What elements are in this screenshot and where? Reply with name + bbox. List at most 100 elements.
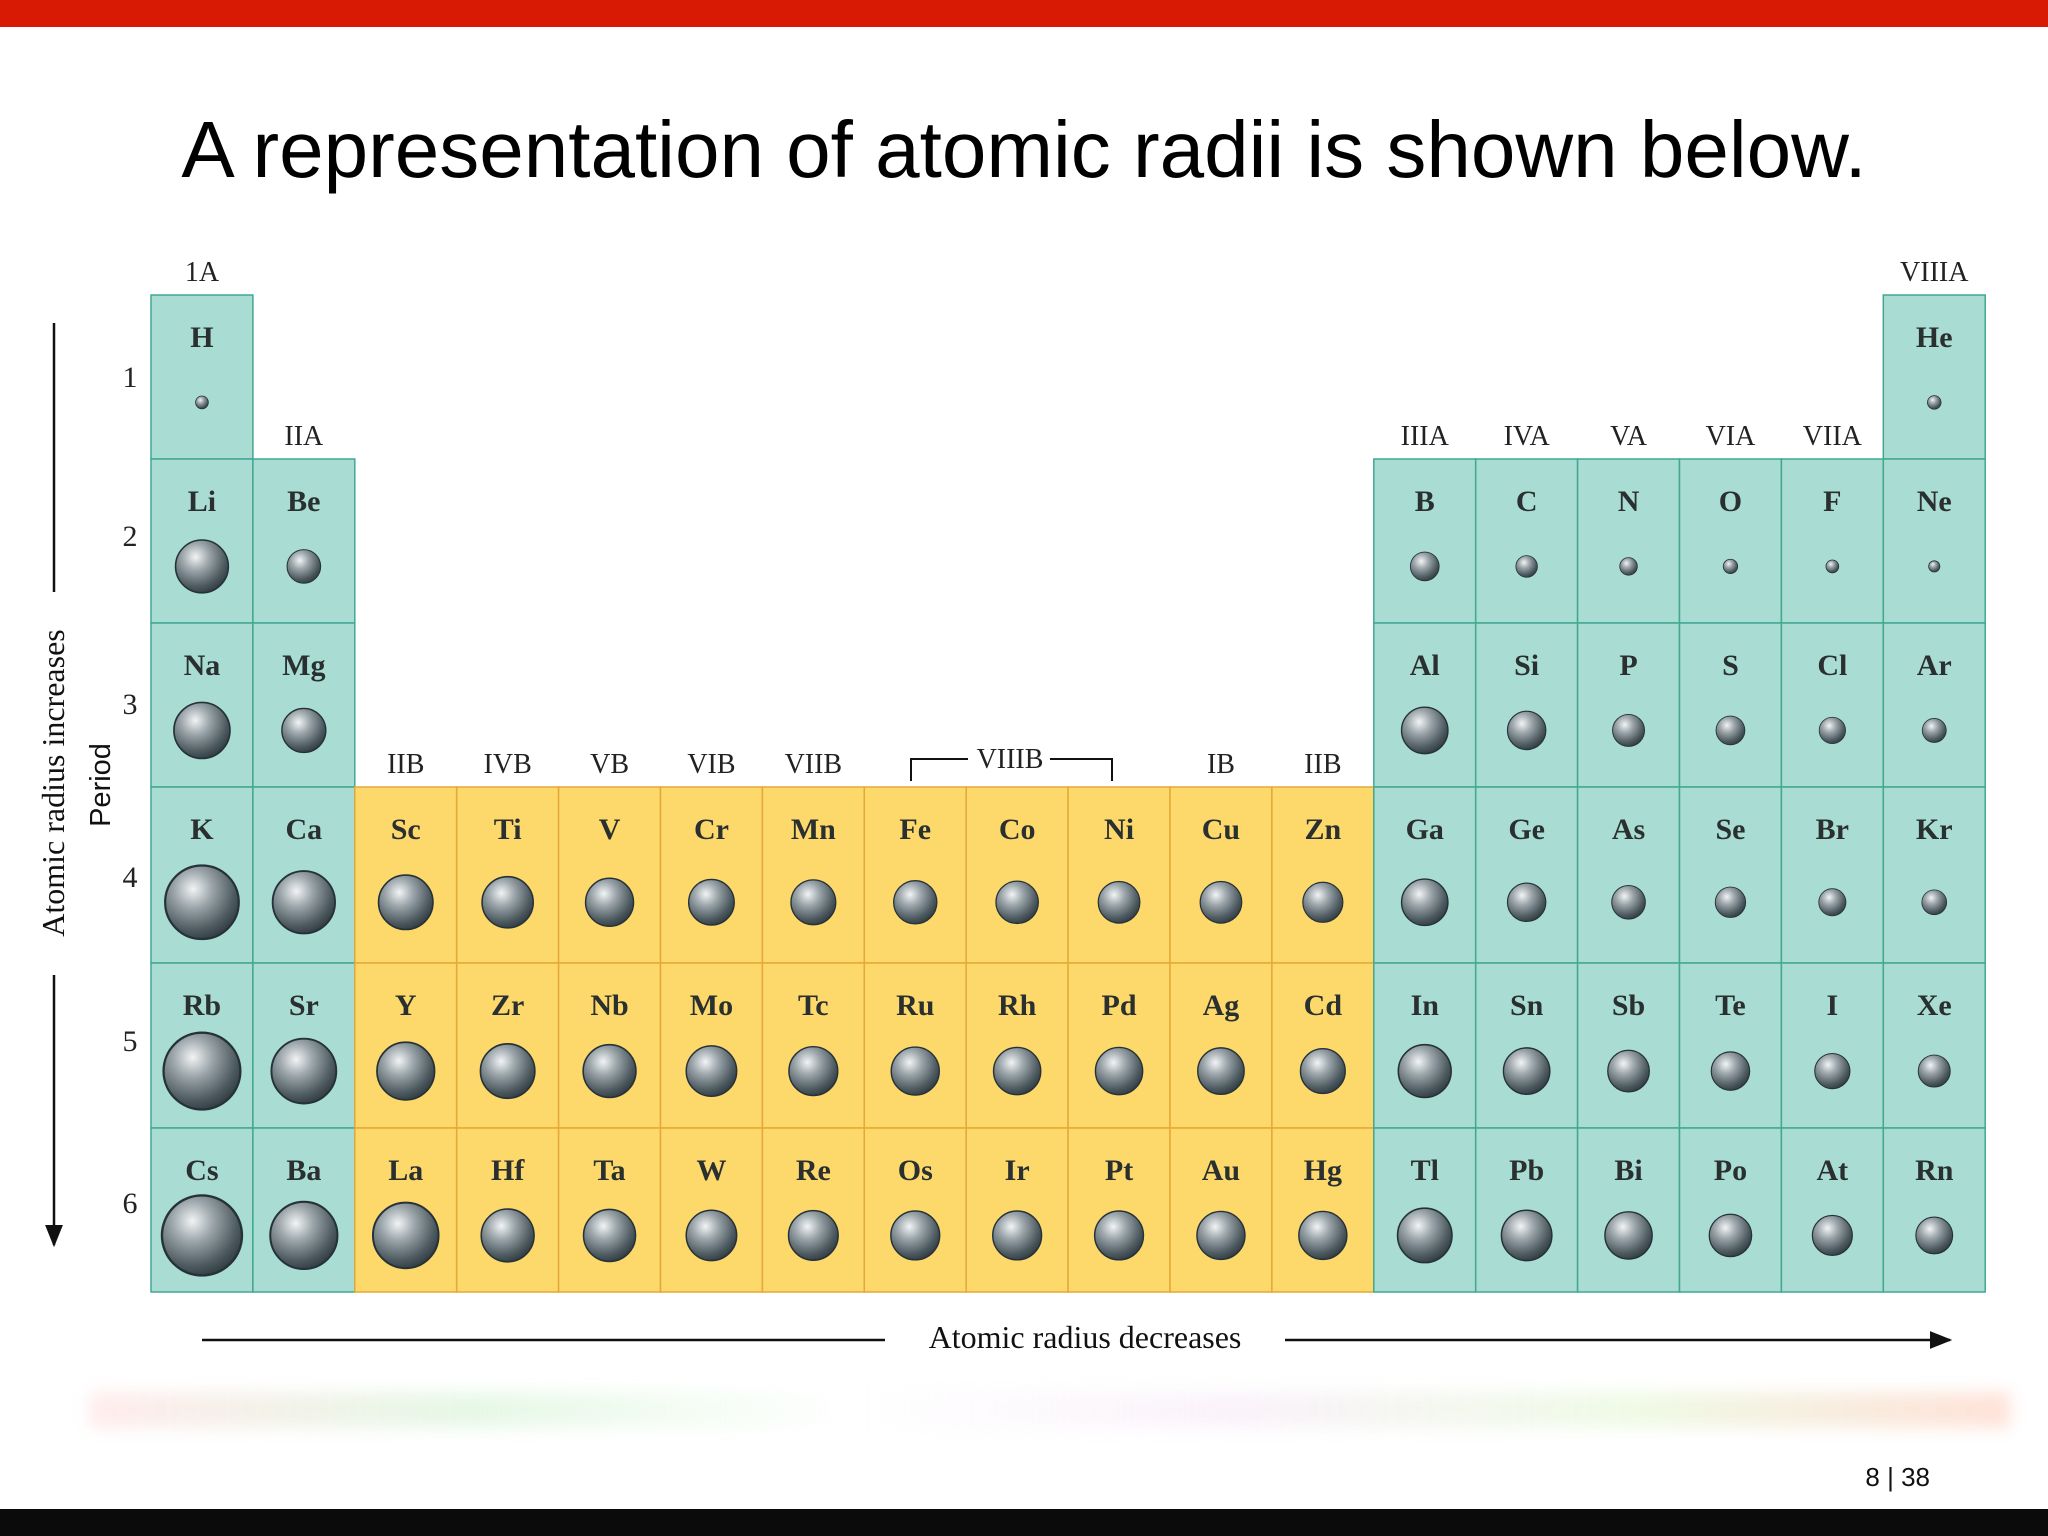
element-cell-Pt: Pt: [1067, 1127, 1171, 1293]
element-cell-Bi: Bi: [1576, 1127, 1681, 1293]
element-symbol: V: [599, 813, 621, 846]
element-symbol: S: [1722, 649, 1739, 682]
group-label: 1A: [185, 257, 220, 288]
atom-sphere: [1818, 716, 1846, 745]
element-symbol: Xe: [1917, 989, 1952, 1022]
element-cell-Sc: Sc: [354, 786, 458, 964]
element-cell-Ni: Ni: [1067, 786, 1171, 964]
atom-sphere: [992, 1210, 1043, 1261]
atom-sphere: [286, 549, 322, 584]
page-total: 38: [1901, 1462, 1930, 1492]
element-cell-Kr: Kr: [1882, 786, 1986, 964]
element-cell-background: [1882, 1127, 1986, 1293]
element-cell-Nb: Nb: [557, 962, 662, 1129]
element-cell-Os: Os: [863, 1127, 967, 1293]
element-cell-background: [1169, 1127, 1273, 1293]
element-cell-Sb: Sb: [1576, 962, 1681, 1129]
element-symbol: Sb: [1612, 989, 1645, 1022]
element-symbol: Tl: [1411, 1154, 1439, 1187]
element-symbol: Cd: [1304, 989, 1343, 1022]
element-symbol: W: [696, 1154, 726, 1187]
atom-sphere: [1197, 1047, 1245, 1095]
atom-sphere: [1915, 1216, 1954, 1255]
element-cell-Rb: Rb: [150, 962, 254, 1129]
element-cell-O: O: [1678, 458, 1783, 624]
atom-sphere: [1917, 1054, 1951, 1088]
element-cell-background: [1780, 622, 1885, 788]
element-symbol: Os: [898, 1154, 933, 1187]
element-symbol: Cr: [694, 813, 729, 846]
element-cell-He: He: [1882, 294, 1986, 460]
element-cell-background: [1780, 1127, 1885, 1293]
group-label: IVB: [484, 749, 532, 780]
decorative-smudge: [90, 1392, 2010, 1428]
atom-sphere: [890, 1046, 940, 1096]
element-cell-background: [1780, 962, 1885, 1129]
atom-sphere: [162, 1031, 242, 1111]
group-label: VIIB: [785, 749, 843, 780]
element-cell-background: [1474, 962, 1579, 1129]
atom-sphere: [1400, 706, 1449, 755]
element-cell-background: [1780, 458, 1885, 624]
element-cell-Sn: Sn: [1474, 962, 1579, 1129]
element-cell-background: [1576, 1127, 1681, 1293]
element-symbol: Bi: [1614, 1154, 1642, 1187]
element-symbol: Re: [796, 1154, 831, 1187]
element-cell-background: [1169, 962, 1273, 1129]
element-cell-I: I: [1780, 962, 1885, 1129]
element-cell-In: In: [1373, 962, 1477, 1129]
atom-sphere: [582, 1208, 637, 1263]
element-symbol: C: [1516, 485, 1538, 518]
group-label: IIIA: [1401, 421, 1450, 452]
element-symbol: Ga: [1406, 813, 1444, 846]
element-cell-background: [1474, 622, 1579, 788]
element-symbol: Kr: [1916, 813, 1953, 846]
element-cell-background: [455, 786, 560, 964]
element-cells: H He Li Be B C N O F Ne Na Mg Al Si P S Cl Ar K Ca Sc Ti V Cr Mn…: [150, 294, 1986, 1293]
element-symbol: Sc: [391, 813, 421, 846]
atom-sphere: [790, 879, 837, 926]
element-cell-Ir: Ir: [965, 1127, 1069, 1293]
atom-sphere: [1302, 881, 1344, 923]
element-cell-As: As: [1576, 786, 1681, 964]
element-cell-N: N: [1576, 458, 1681, 624]
atom-sphere: [1515, 555, 1538, 578]
element-cell-Hf: Hf: [455, 1127, 560, 1293]
element-symbol: Ru: [896, 989, 934, 1022]
element-cell-C: C: [1474, 458, 1579, 624]
element-symbol: Ca: [286, 813, 323, 846]
group-label: VA: [1610, 421, 1648, 452]
element-symbol: Tc: [798, 989, 829, 1022]
element-symbol: Ne: [1917, 485, 1952, 518]
element-symbol: H: [190, 321, 213, 354]
period-number: 6: [123, 1187, 138, 1220]
element-symbol: Li: [188, 485, 216, 518]
group-label: VIA: [1706, 421, 1757, 452]
element-cell-P: P: [1576, 622, 1681, 788]
element-symbol: Rb: [183, 989, 221, 1022]
element-cell-Pd: Pd: [1067, 962, 1171, 1129]
element-symbol: Fe: [899, 813, 931, 846]
atom-sphere: [992, 1046, 1042, 1096]
element-symbol: Ta: [593, 1154, 625, 1187]
slide-bottom-bar: [0, 1509, 2048, 1536]
element-cell-Si: Si: [1474, 622, 1579, 788]
group-label: IIA: [284, 421, 324, 452]
element-symbol: N: [1618, 485, 1640, 518]
element-cell-Ge: Ge: [1474, 786, 1579, 964]
element-symbol: Ti: [494, 813, 522, 846]
element-symbol: Co: [999, 813, 1036, 846]
group-label: VB: [590, 749, 629, 780]
element-symbol: Po: [1714, 1154, 1747, 1187]
element-cell-background: [1882, 294, 1986, 460]
element-symbol: P: [1619, 649, 1637, 682]
atom-sphere: [269, 1200, 339, 1271]
group-label: IB: [1207, 749, 1235, 780]
element-cell-Sr: Sr: [252, 962, 356, 1129]
element-symbol: B: [1415, 485, 1435, 518]
element-cell-background: [1271, 1127, 1375, 1293]
element-cell-Fe: Fe: [863, 786, 967, 964]
element-cell-background: [150, 294, 254, 460]
element-cell-background: [1576, 622, 1681, 788]
atom-sphere: [1921, 718, 1947, 743]
